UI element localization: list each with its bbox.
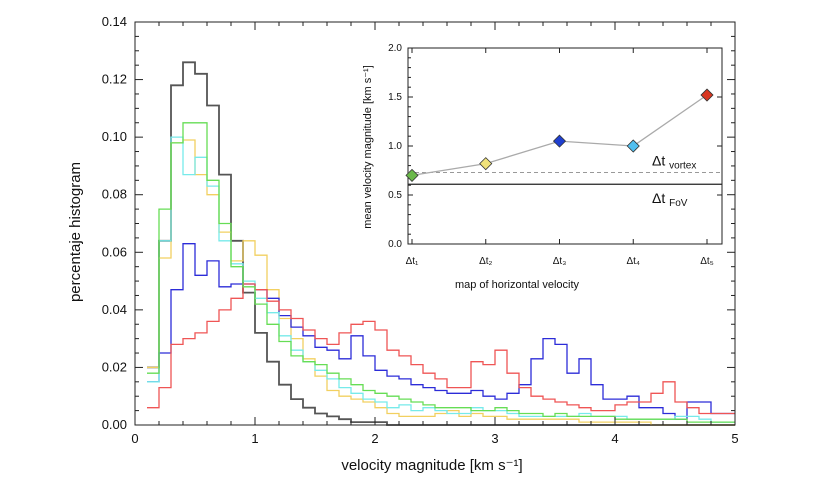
reference-label-vortex: Δt vortex <box>652 152 696 171</box>
x-tick-label: 2 <box>371 431 378 446</box>
inset-y-tick-label: 1.5 <box>388 92 402 103</box>
y-tick-label: 0.06 <box>102 244 127 259</box>
x-tick-label: 3 <box>491 431 498 446</box>
inset-frame <box>407 47 723 245</box>
inset-axes: 0.0 0.5 1.0 1.5 2.0 Δt₁ Δt₂ Δt₃ Δt₄ Δt₅ <box>388 43 722 267</box>
inset-reference-lines: Δt vortex Δt FoV <box>408 152 722 209</box>
inset-y-tick-label: 0.0 <box>388 239 402 250</box>
histogram-series-3 <box>147 243 735 420</box>
y-axis-title: percentaje histogram <box>67 162 84 302</box>
inset-x-tick-label: Δt₃ <box>553 256 567 267</box>
inset-x-tick-label: Δt₂ <box>479 256 492 267</box>
x-tick-label: 0 <box>131 431 138 446</box>
y-tick-label: 0.02 <box>102 359 127 374</box>
inset-x-tick-label: Δt₄ <box>626 256 640 267</box>
inset-marker-3 <box>552 134 567 148</box>
x-tick-label: 4 <box>611 431 618 446</box>
inset-series <box>405 88 714 182</box>
inset-marker-2 <box>479 157 493 171</box>
inset-marker-1 <box>405 168 419 182</box>
reference-label-fov: Δt FoV <box>652 190 688 209</box>
inset-y-tick-label: 1.0 <box>388 141 402 152</box>
inset-x-tick-label: Δt₅ <box>700 256 714 267</box>
y-tick-label: 0.00 <box>102 417 127 432</box>
x-axis-title: velocity magnitude [km s⁻¹] <box>341 457 522 474</box>
main-plot: 0 1 2 3 4 5 0.00 0.02 0.04 0.06 0.08 0.10 0.12 0.14 v… <box>67 14 739 474</box>
inset-marker-4 <box>626 139 640 153</box>
inset-x-tick-label: Δt₁ <box>406 256 419 267</box>
y-tick-label: 0.10 <box>102 129 127 144</box>
histogram-series-6 <box>147 122 735 423</box>
x-tick-label: 5 <box>731 431 738 446</box>
y-tick-label: 0.04 <box>102 302 127 317</box>
y-tick-label: 0.14 <box>102 14 127 29</box>
inset-plot: Δt vortex Δt FoV 0.0 0.5 1.0 1.5 2.0 Δt₁ Δt₂ Δt₃… <box>362 43 723 291</box>
inset-marker-5 <box>700 88 714 102</box>
inset-y-axis-title: mean velocity magnitude [km s⁻¹] <box>362 65 374 229</box>
y-tick-label: 0.08 <box>102 187 127 202</box>
histogram-series-5 <box>147 283 735 415</box>
inset-x-axis-title: map of horizontal velocity <box>455 279 580 291</box>
y-tick-label: 0.12 <box>102 72 127 87</box>
x-tick-label: 1 <box>251 431 258 446</box>
inset-y-tick-label: 0.5 <box>388 190 402 201</box>
inset-y-tick-label: 2.0 <box>388 43 402 54</box>
main-axes: 0 1 2 3 4 5 0.00 0.02 0.04 0.06 0.08 0.10 0.12 0.14 <box>102 14 739 446</box>
